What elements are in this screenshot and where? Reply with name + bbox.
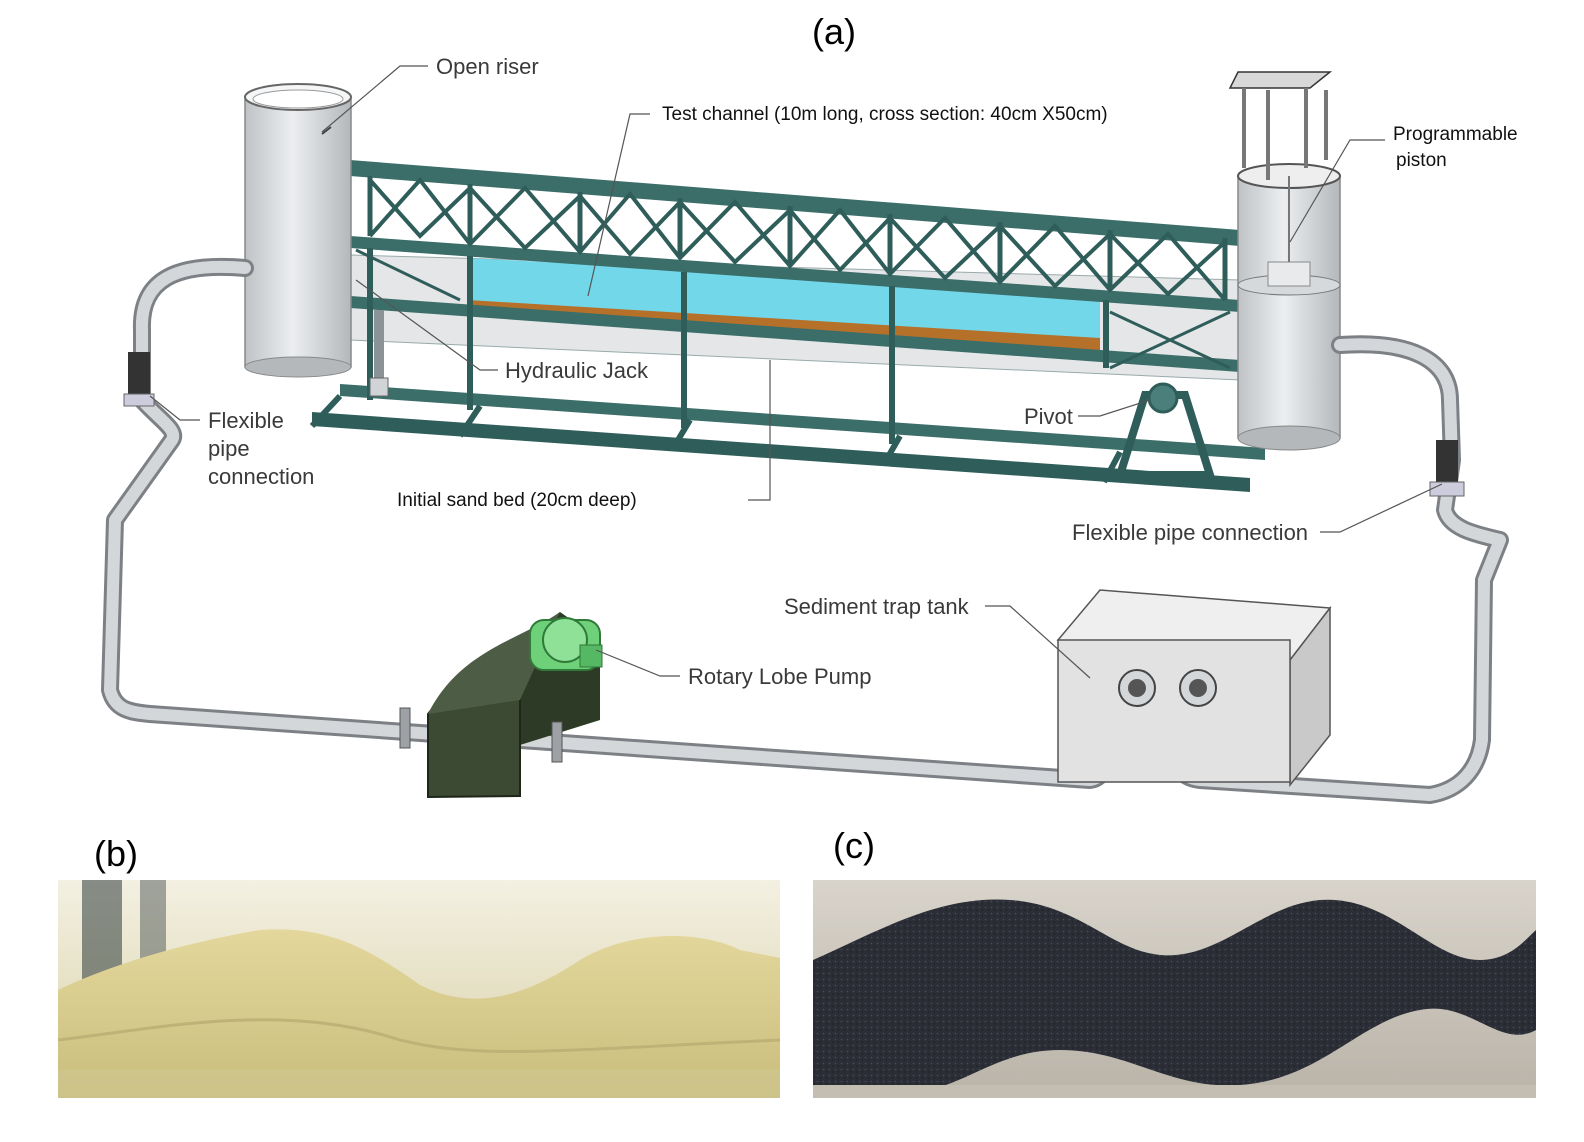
channel-water [468,258,1100,345]
label-hydraulic-jack: Hydraulic Jack [505,358,649,383]
label-flexible-left-2: pipe [208,436,250,461]
piston-tank [1228,71,1341,451]
sand-dune-photo [57,880,781,1098]
label-sediment-trap-tank: Sediment trap tank [784,594,970,619]
label-open-riser: Open riser [436,54,539,79]
dark-sand-dune-photo [813,880,1536,1098]
panel-b: (b) [57,833,781,1098]
label-pivot: Pivot [1024,404,1073,429]
panel-b-label: (b) [94,833,138,874]
hydraulic-jack [369,310,389,397]
truss-frame [350,160,1240,444]
sediment-trap-tank [1056,589,1332,788]
label-programmable-piston-1: Programmable [1393,124,1518,145]
label-initial-sand-bed: Initial sand bed (20cm deep) [397,490,637,511]
panel-c-label: (c) [833,825,875,866]
label-flexible-left-3: connection [208,464,314,489]
panel-a: (a) [101,11,1518,804]
base-frame [309,384,1265,492]
label-flexible-left-1: Flexible [208,408,284,433]
flexible-pipe-connectors [123,352,1465,497]
leader-lines [149,65,1443,679]
label-flexible-right: Flexible pipe connection [1072,520,1308,545]
pivot-stand [1114,382,1216,479]
label-test-channel: Test channel (10m long, cross section: 4… [662,104,1108,125]
label-rotary-lobe-pump: Rotary Lobe Pump [688,664,871,689]
rotary-lobe-pump [399,612,603,799]
open-riser [244,83,352,378]
pump-motor [529,617,603,671]
panel-c: (c) [813,825,1536,1098]
label-programmable-piston-2: piston [1396,150,1447,171]
panel-a-label: (a) [812,11,856,52]
